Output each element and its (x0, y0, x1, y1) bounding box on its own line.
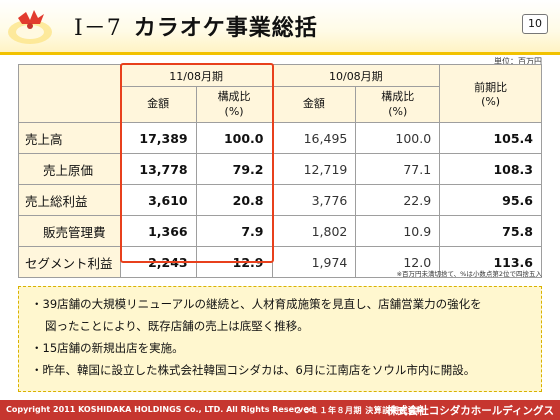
unit-label: 単位：百万円 (494, 57, 542, 66)
col-amount-previous: 金額 (271, 86, 357, 123)
company-name: 株式会社コシダカホールディングス (386, 405, 554, 417)
bullet-item: ・39店舗の大規模リニューアルの継続と、人材育成施策を見直し、店舗営業力の強化を (31, 297, 482, 311)
period-previous-header: 10/08月期 (271, 64, 441, 87)
yoy-header: 前期比 (%) (439, 64, 542, 123)
prev-amount: 1,974 (271, 246, 357, 278)
prev-ratio: 12.0 (355, 246, 441, 278)
header-divider (0, 52, 560, 55)
prev-amount: 12,719 (271, 153, 357, 185)
bullet-item: ・15店舗の新規出店を実施。 (31, 341, 184, 355)
cur-ratio: 100.0 (195, 122, 273, 154)
cur-amount: 3,610 (119, 184, 197, 216)
summary-bullets: ・39店舗の大規模リニューアルの継続と、人材育成施策を見直し、店舗営業力の強化を… (18, 286, 542, 392)
prev-amount: 3,776 (271, 184, 357, 216)
cur-ratio: 12.9 (195, 246, 273, 278)
table-row: 販売管理費 1,366 7.9 1,802 10.9 75.8 (18, 215, 542, 247)
cur-amount: 1,366 (119, 215, 197, 247)
rounding-note: ※百万円未満切捨て、%は小数点第2位で四捨五入 (396, 270, 542, 278)
yoy-value: 113.6 (439, 246, 542, 278)
row-label: セグメント利益 (18, 246, 121, 278)
table-row: 売上高 17,389 100.0 16,495 100.0 105.4 (18, 122, 542, 154)
cur-amount: 13,778 (119, 153, 197, 185)
cur-amount: 2,243 (119, 246, 197, 278)
page-number: 10 (522, 14, 548, 34)
row-label: 販売管理費 (18, 215, 121, 247)
period-current-header: 11/08月期 (119, 64, 273, 87)
table-row: 売上原価 13,778 79.2 12,719 77.1 108.3 (18, 153, 542, 185)
slide-header: Ⅰ－7 カラオケ事業総括 10 (0, 0, 560, 52)
copyright-text: Copyright 2011 KOSHIDAKA HOLDINGS Co., L… (6, 405, 315, 414)
cur-amount: 17,389 (119, 122, 197, 154)
prev-amount: 1,802 (271, 215, 357, 247)
company-logo (8, 10, 52, 44)
yoy-value: 75.8 (439, 215, 542, 247)
col-ratio-current: 構成比 (%) (195, 86, 273, 123)
cur-ratio: 7.9 (195, 215, 273, 247)
prev-ratio: 10.9 (355, 215, 441, 247)
cur-ratio: 79.2 (195, 153, 273, 185)
row-label: 売上総利益 (18, 184, 121, 216)
row-label: 売上原価 (18, 153, 121, 185)
document-title: ２０１１年８月期 決算説明会資料 (294, 406, 425, 415)
prev-amount: 16,495 (271, 122, 357, 154)
col-ratio-previous: 構成比 (%) (355, 86, 441, 123)
row-label: 売上高 (18, 122, 121, 154)
yoy-value: 105.4 (439, 122, 542, 154)
bullet-item-continued: 図ったことにより、既存店舗の売上は底堅く推移。 (45, 319, 309, 333)
prev-ratio: 22.9 (355, 184, 441, 216)
prev-ratio: 100.0 (355, 122, 441, 154)
col-amount-current: 金額 (119, 86, 197, 123)
karaoke-financial-table: 11/08月期 10/08月期 前期比 (%) 金額 構成比 (%) 金額 構成比(… (18, 64, 542, 278)
cur-ratio: 20.8 (195, 184, 273, 216)
table-row: 売上総利益 3,610 20.8 3,776 22.9 95.6 (18, 184, 542, 216)
table-corner (18, 64, 121, 123)
bullet-item: ・昨年、韓国に設立した株式会社韓国コシダカは、6月に江南店をソウル市内に開設。 (31, 363, 476, 377)
slide-footer: Copyright 2011 KOSHIDAKA HOLDINGS Co., L… (0, 400, 560, 420)
yoy-value: 108.3 (439, 153, 542, 185)
prev-ratio: 77.1 (355, 153, 441, 185)
page-title: Ⅰ－7 カラオケ事業総括 (74, 16, 318, 41)
yoy-value: 95.6 (439, 184, 542, 216)
table-row: セグメント利益 2,243 12.9 1,974 12.0 113.6 (18, 246, 542, 278)
